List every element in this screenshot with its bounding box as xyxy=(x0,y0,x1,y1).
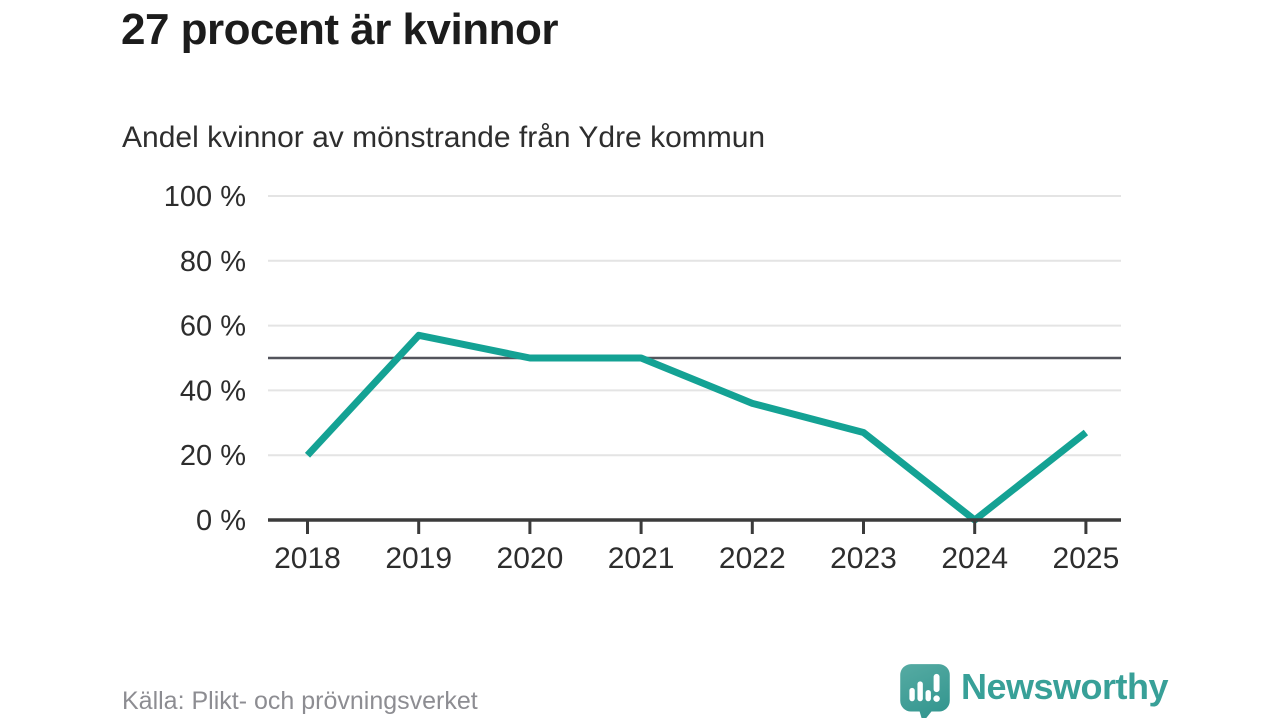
source-note: Källa: Plikt- och prövningsverket xyxy=(122,687,478,715)
x-tick-label: 2025 xyxy=(1053,542,1120,575)
newsworthy-wordmark: Newsworthy xyxy=(961,666,1169,707)
newsworthy-speech-bubble-barchart-icon xyxy=(900,664,950,718)
line-chart: 0 % 20 % 40 % 60 % 80 % 100 % 2018 2019 2020 2021… xyxy=(0,170,1280,610)
x-tick-label: 2019 xyxy=(385,542,452,575)
y-tick-label: 40 % xyxy=(180,375,246,407)
y-tick-label: 80 % xyxy=(180,246,246,278)
y-tick-label: 100 % xyxy=(164,181,246,213)
newsworthy-logo: Newsworthy xyxy=(898,662,1169,718)
x-tick-label: 2021 xyxy=(608,542,675,575)
chart-title: 27 procent är kvinnor xyxy=(121,5,558,54)
y-tick-label: 0 % xyxy=(196,505,246,537)
x-tick-label: 2023 xyxy=(830,542,897,575)
x-tick-label: 2018 xyxy=(274,542,341,575)
data-line xyxy=(304,331,1089,524)
x-tick-label: 2024 xyxy=(941,542,1008,575)
y-tick-label: 20 % xyxy=(180,440,246,472)
x-tick-label: 2022 xyxy=(719,542,786,575)
y-tick-label: 60 % xyxy=(180,311,246,343)
x-tick-label: 2020 xyxy=(497,542,564,575)
chart-subtitle: Andel kvinnor av mönstrande från Ydre ko… xyxy=(122,121,766,154)
line-chart-canvas: 0 % 20 % 40 % 60 % 80 % 100 % 2018 2019 2020 2021… xyxy=(164,181,1121,575)
